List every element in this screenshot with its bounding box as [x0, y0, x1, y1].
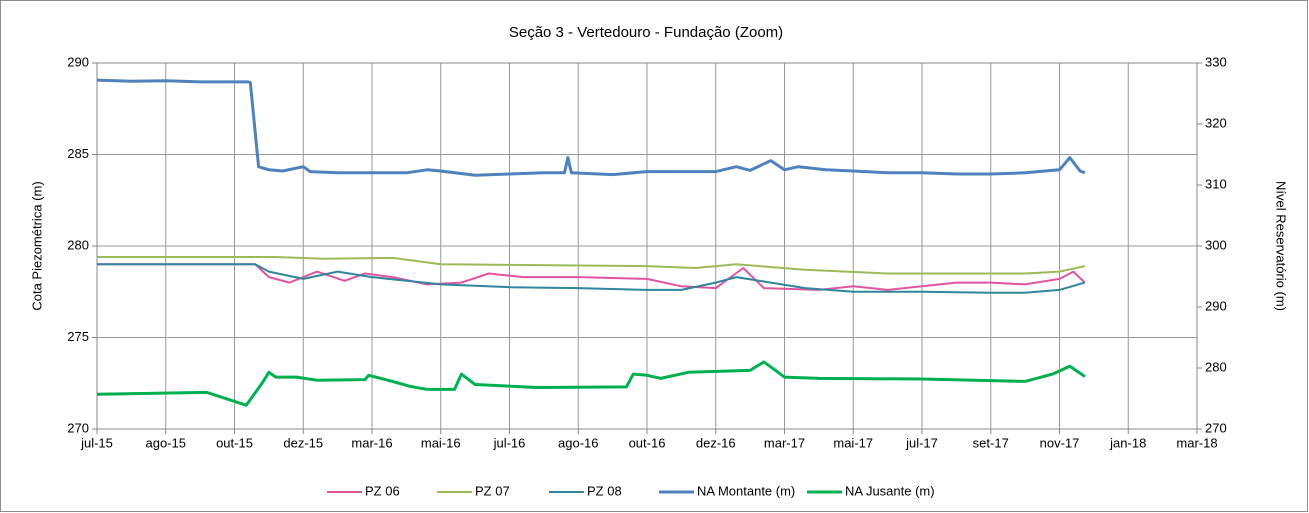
y-tick-label: 270	[67, 420, 89, 435]
y2-tick-label: 310	[1205, 176, 1227, 191]
series-line	[97, 263, 1086, 291]
x-tick-label: jul-15	[80, 435, 113, 450]
x-tick-label: jan-18	[1109, 435, 1146, 450]
x-tick-label: mar-16	[351, 435, 392, 450]
x-tick-label: nov-17	[1040, 435, 1080, 450]
x-tick-label: mar-18	[1176, 435, 1217, 450]
x-tick-label: mai-17	[833, 435, 873, 450]
y-tick-label: 280	[67, 237, 89, 252]
x-tick-label: ago-15	[146, 435, 186, 450]
x-tick-label: ago-16	[558, 435, 598, 450]
series-line	[97, 256, 1086, 275]
legend-label: PZ 08	[587, 483, 622, 498]
legend-label: PZ 07	[475, 483, 510, 498]
x-tick-label: dez-16	[696, 435, 736, 450]
y2-tick-label: 280	[1205, 359, 1227, 374]
series-line	[97, 263, 1086, 294]
x-tick-label: jul-16	[493, 435, 526, 450]
y2-tick-label: 320	[1205, 115, 1227, 130]
chart-title: Seção 3 - Vertedouro - Fundação (Zoom)	[509, 24, 783, 41]
y-tick-label: 275	[67, 329, 89, 344]
x-tick-label: out-15	[216, 435, 253, 450]
y2-tick-label: 290	[1205, 298, 1227, 313]
y-tick-label: 285	[67, 146, 89, 161]
plot-area	[96, 62, 1198, 430]
y2-tick-label: 270	[1205, 420, 1227, 435]
legend-label: PZ 06	[365, 483, 400, 498]
x-tick-label: mar-17	[764, 435, 805, 450]
y-tick-label: 290	[67, 54, 89, 69]
y2-tick-label: 300	[1205, 237, 1227, 252]
y-axis-label: Cota Piezométrica (m)	[29, 181, 44, 310]
legend-label: NA Jusante (m)	[845, 483, 935, 498]
x-tick-label: set-17	[973, 435, 1009, 450]
x-tick-label: dez-15	[283, 435, 323, 450]
x-tick-label: mai-16	[421, 435, 461, 450]
x-tick-label: jul-17	[905, 435, 938, 450]
x-tick-label: out-16	[629, 435, 666, 450]
legend-label: NA Montante (m)	[697, 483, 795, 498]
y2-tick-label: 330	[1205, 54, 1227, 69]
y2-axis-label: Nível Reservatório (m)	[1274, 181, 1289, 311]
series-line	[96, 78, 1086, 177]
series-line	[96, 360, 1086, 407]
